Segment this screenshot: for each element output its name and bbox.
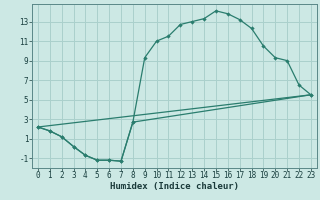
X-axis label: Humidex (Indice chaleur): Humidex (Indice chaleur) (110, 182, 239, 191)
